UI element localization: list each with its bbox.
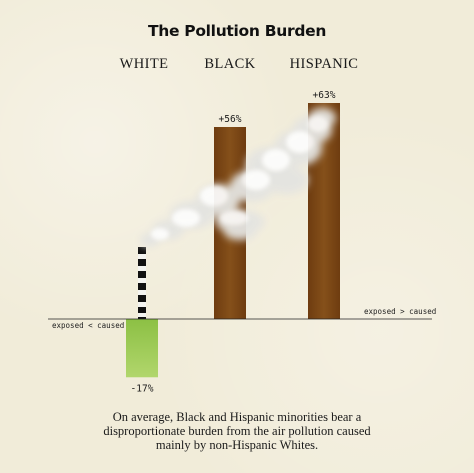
smokestack-icon	[138, 247, 146, 319]
value-label-hispanic: +63%	[313, 90, 336, 101]
chart-title: The Pollution Burden	[147, 22, 327, 40]
caption-line-3: mainly by non-Hispanic Whites.	[155, 438, 319, 452]
value-label-black: +56%	[219, 114, 242, 125]
value-label-white: -17%	[131, 383, 154, 394]
category-label-white: WHITE	[119, 56, 169, 72]
caption-line-2: disproportionate burden from the air pol…	[103, 424, 371, 438]
category-label-hispanic: HISPANIC	[289, 56, 359, 72]
bar-white	[126, 319, 158, 378]
category-label-black: BLACK	[204, 56, 256, 72]
axis-right-label: exposed > caused	[364, 307, 437, 316]
smoke-plume-icon	[140, 108, 336, 247]
caption: On average, Black and Hispanic minoritie…	[60, 410, 414, 452]
caption-line-1: On average, Black and Hispanic minoritie…	[112, 410, 362, 424]
axis-left-label: exposed < caused	[52, 321, 125, 330]
